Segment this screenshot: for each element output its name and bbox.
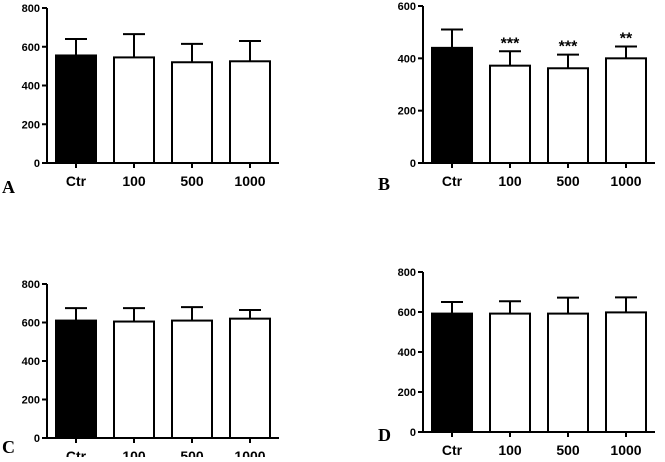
panel-d-category-label: Ctr	[442, 442, 463, 457]
panel-c-y-tick-label: 800	[22, 279, 40, 291]
panel-c-y-tick-label: 200	[22, 395, 40, 407]
panel-b-y-tick-label: 600	[398, 1, 416, 13]
panel-d-bar	[489, 312, 531, 434]
panel-d-y-tick-label: 800	[398, 267, 416, 279]
panel-c-y-tick-label: 0	[34, 433, 40, 445]
panel-a-bar	[55, 54, 97, 164]
panel-b-y-tick-label: 200	[398, 106, 416, 118]
panel-d-category-label: 100	[498, 442, 522, 457]
panel-a-bar	[113, 56, 155, 164]
panel-a-y-tick-label: 800	[22, 3, 40, 15]
panel-a-category-label: 1000	[234, 173, 265, 189]
panel-d-bar	[605, 311, 647, 433]
panel-letter-b: B	[378, 174, 390, 194]
panel-b-category-label: 500	[556, 173, 580, 189]
panel-a-y-tick-label: 200	[22, 119, 40, 131]
panel-a-y-tick-label: 0	[34, 158, 40, 170]
panel-a-category-label: 500	[180, 173, 204, 189]
panel-b-bar	[431, 46, 473, 164]
panel-c-bar	[113, 320, 155, 440]
panel-b-category-label: 1000	[610, 173, 641, 189]
panel-a-y-tick-label: 600	[22, 42, 40, 54]
panel-a-y-tick-label: 400	[22, 81, 40, 93]
panel-d-category-label: 500	[556, 442, 580, 457]
panel-c-category-label: 100	[122, 448, 146, 457]
panel-b-significance-label: **	[620, 31, 633, 48]
panel-d-y-tick-label: 600	[398, 307, 416, 319]
panel-b-chart: 0 200 400 600 Ctr 100 *** 500 *** 1000 **	[398, 1, 655, 189]
panel-b-significance-label: ***	[559, 39, 578, 56]
panel-b-bar	[605, 57, 647, 164]
panel-b-y-tick-label: 400	[398, 53, 416, 65]
panel-b-bar	[547, 67, 589, 164]
panel-c-category-label: 1000	[234, 448, 265, 457]
panel-a-category-label: 100	[122, 173, 146, 189]
panel-d-bar	[431, 312, 473, 434]
panel-d-chart: 0 200 400 600 800 Ctr 100 500 1000	[398, 267, 655, 458]
panel-a-category-label: Ctr	[66, 173, 87, 189]
panel-a-bar	[171, 61, 213, 164]
panel-b-significance-label: ***	[501, 35, 520, 52]
panel-b-category-label: 100	[498, 173, 522, 189]
panel-a-bar	[229, 60, 271, 164]
panel-d-bar	[547, 312, 589, 434]
panel-c-y-tick-label: 600	[22, 318, 40, 330]
panel-c-category-label: 500	[180, 448, 204, 457]
panel-d-y-tick-label: 400	[398, 347, 416, 359]
panel-c-category-label: Ctr	[66, 448, 87, 457]
panel-d-category-label: 1000	[610, 442, 641, 457]
panel-a-chart: 0 200 400 600 800 Ctr 100 500 1000	[22, 3, 279, 189]
panel-c-bar	[171, 319, 213, 440]
panel-letter-c: C	[2, 437, 15, 457]
panel-b-y-tick-label: 0	[410, 158, 416, 170]
panel-c-chart: 0 200 400 600 800 Ctr 100 500 1000	[22, 279, 279, 462]
panel-c-y-tick-label: 400	[22, 356, 40, 368]
panel-letter-a: A	[2, 177, 15, 197]
panel-b-category-label: Ctr	[442, 173, 463, 189]
panel-d-y-tick-label: 0	[410, 427, 416, 439]
panel-letter-d: D	[378, 425, 391, 445]
panel-c-bar	[55, 319, 97, 440]
panel-d-y-tick-label: 200	[398, 387, 416, 399]
panel-b-bar	[489, 64, 531, 164]
panel-c-bar	[229, 317, 271, 439]
